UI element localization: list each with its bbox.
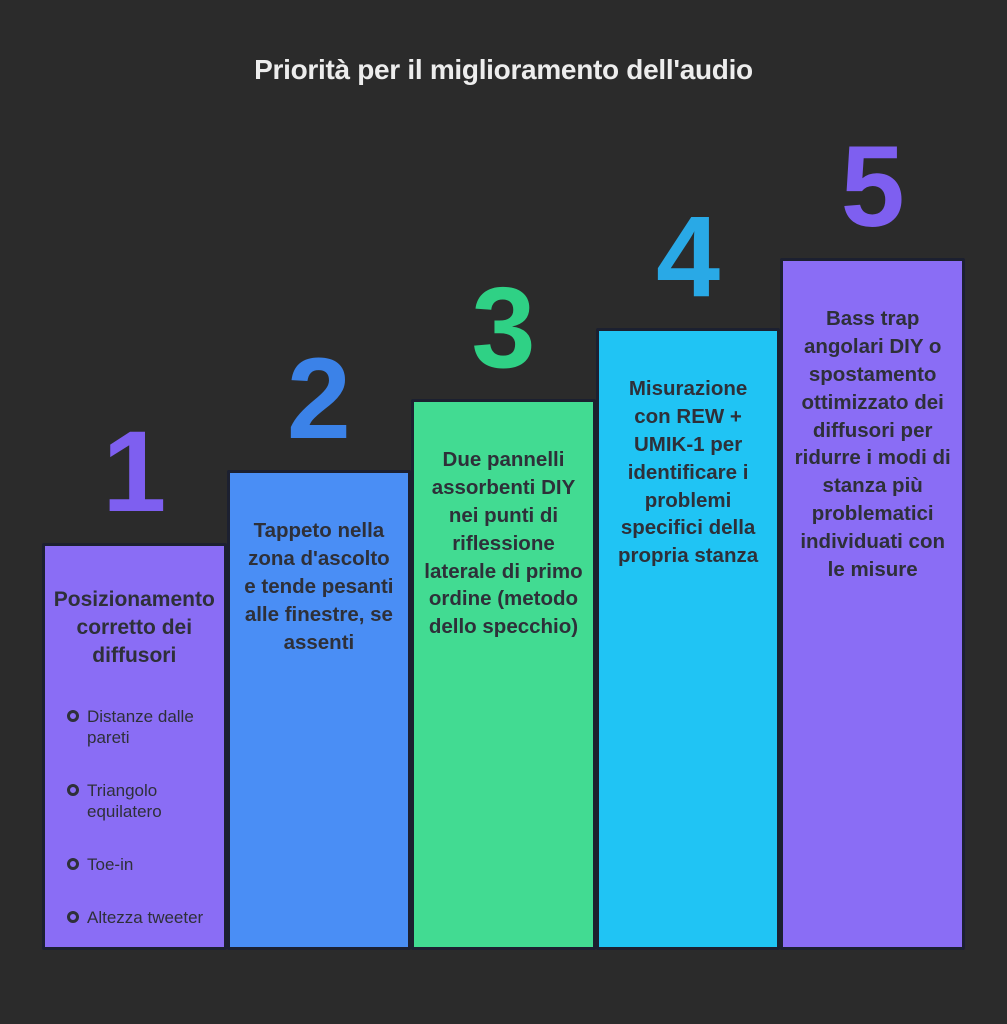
step-number: 5	[840, 123, 905, 251]
step-text: Tappeto nella zona d'ascolto e tende pes…	[244, 519, 394, 654]
bullet-item: Distanze dalle pareti	[67, 706, 214, 748]
step-number: 3	[471, 264, 536, 392]
bullet-circle-icon	[67, 709, 79, 722]
step-5: 5 Bass trap angolari DIY o spostamento o…	[780, 130, 965, 950]
step-3: 3 Due pannelli assorbenti DIY nei punti …	[411, 271, 596, 950]
bullet-circle-icon	[67, 911, 79, 924]
step-text: Bass trap angolari DIY o spostamento ott…	[794, 307, 951, 581]
step-heading: Posizionamento corretto dei diffusori	[53, 588, 215, 667]
bullet-label: Distanze dalle pareti	[87, 706, 194, 747]
bullet-label: Triangolo equilatero	[87, 780, 162, 821]
bullet-circle-icon	[67, 858, 79, 871]
step-bar: Posizionamento corretto dei diffusori Di…	[42, 543, 227, 950]
bullet-item: Toe-in	[67, 854, 214, 875]
step-number: 2	[286, 335, 351, 463]
bullet-item: Triangolo equilatero	[67, 780, 214, 822]
step-number: 1	[102, 408, 167, 536]
bullet-circle-icon	[67, 783, 79, 796]
priority-steps-chart: 1 Posizionamento corretto dei diffusori …	[42, 130, 965, 950]
step-bar: Bass trap angolari DIY o spostamento ott…	[780, 258, 965, 950]
infographic-title: Priorità per il miglioramento dell'audio	[254, 54, 753, 85]
step-bullet-list: Distanze dalle pareti Triangolo equilate…	[45, 706, 224, 928]
step-1: 1 Posizionamento corretto dei diffusori …	[42, 415, 227, 950]
step-4: 4 Misurazione con REW + UMIK-1 per ident…	[595, 193, 781, 950]
step-bar: Due pannelli assorbenti DIY nei punti di…	[411, 399, 596, 950]
step-number: 4	[656, 193, 721, 321]
bullet-label: Toe-in	[87, 855, 134, 875]
step-2: 2 Tappeto nella zona d'ascolto e tende p…	[226, 335, 412, 950]
bullet-item: Altezza tweeter	[67, 907, 214, 928]
bullet-label: Altezza tweeter	[87, 908, 204, 928]
step-text: Misurazione con REW + UMIK-1 per identif…	[618, 377, 759, 568]
step-bar: Tappeto nella zona d'ascolto e tende pes…	[226, 470, 412, 950]
step-bar: Misurazione con REW + UMIK-1 per identif…	[595, 328, 781, 950]
step-text: Due pannelli assorbenti DIY nei punti di…	[424, 448, 583, 639]
